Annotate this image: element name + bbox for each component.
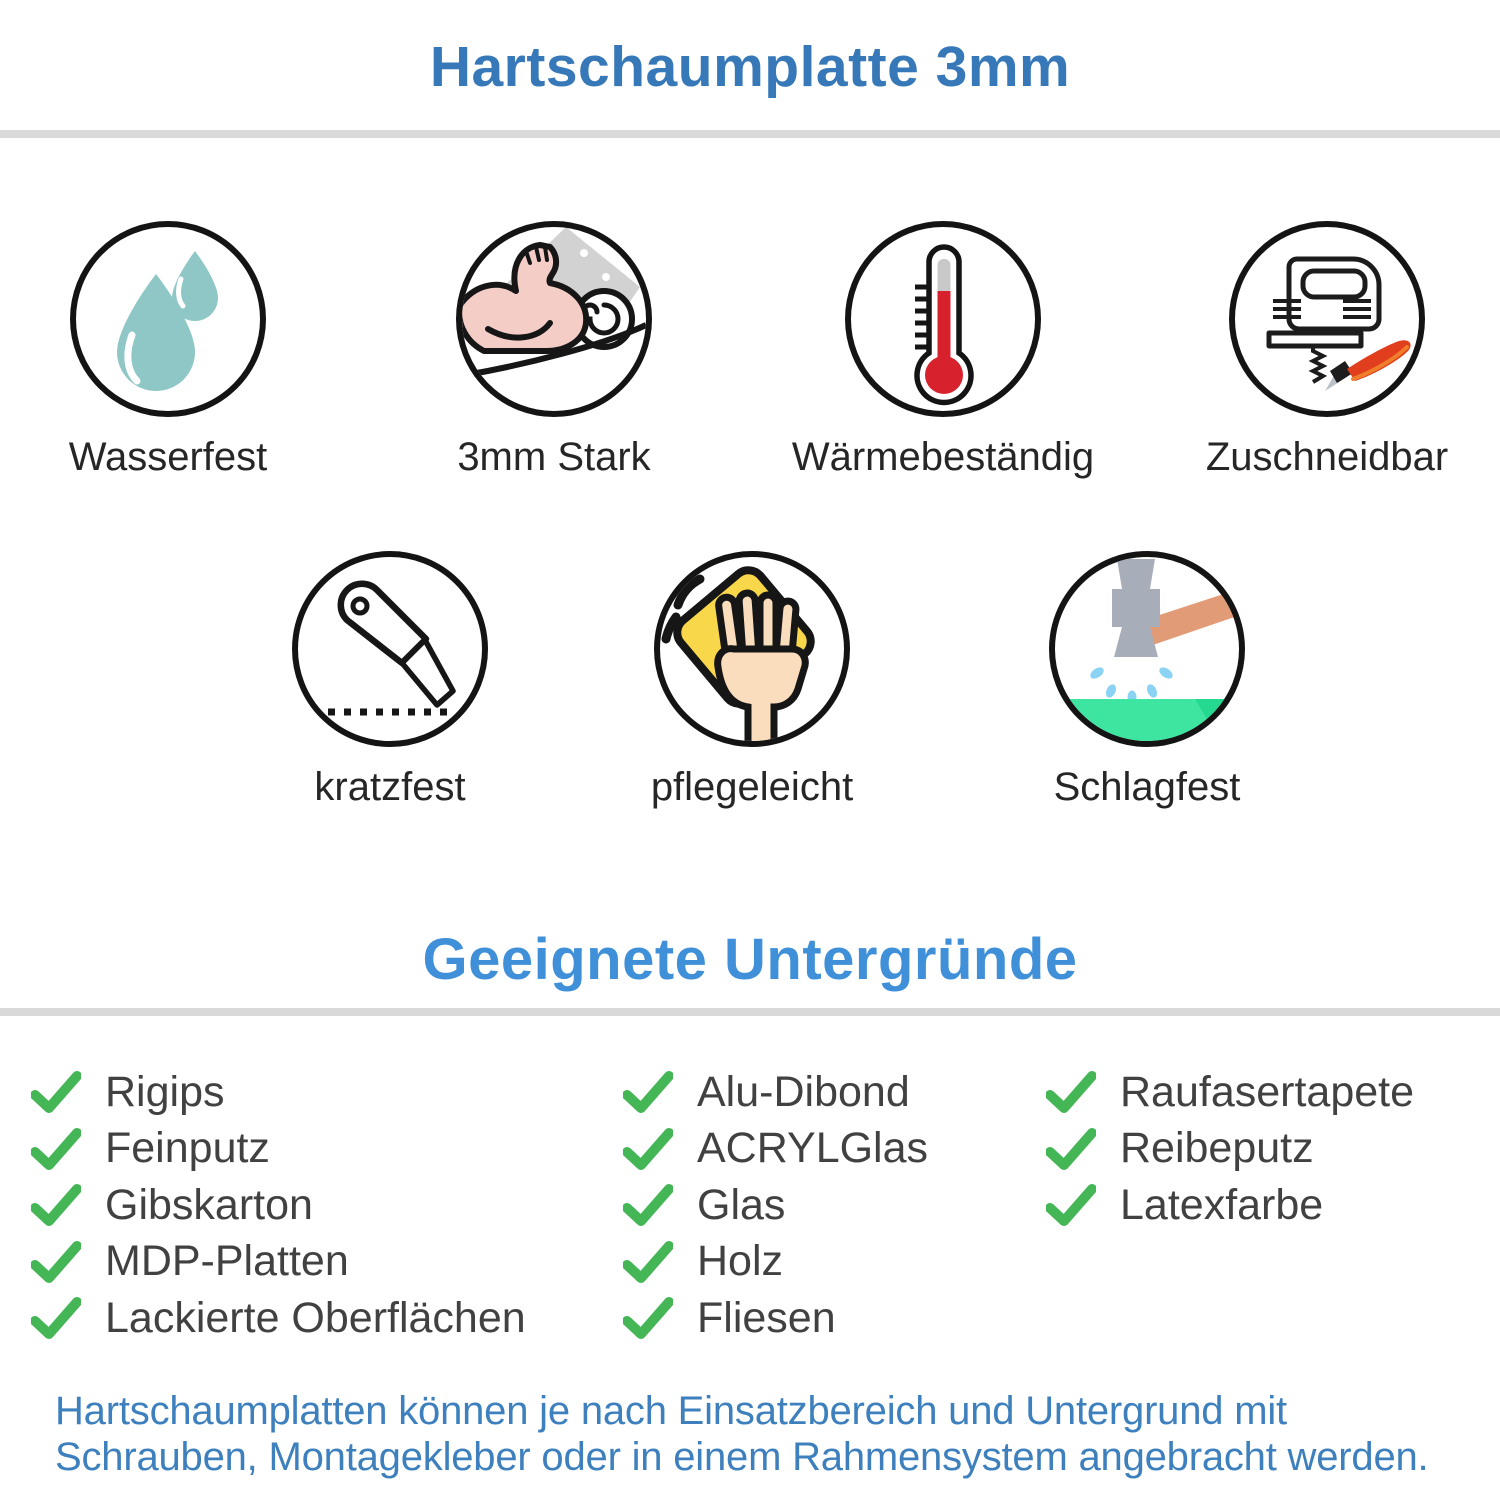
- jigsaw-cutter-icon: [1229, 221, 1425, 417]
- substrate-item: Raufasertapete: [1046, 1064, 1414, 1121]
- check-icon: [31, 1297, 81, 1340]
- substrate-label: Rigips: [105, 1067, 225, 1116]
- check-icon: [1046, 1071, 1096, 1114]
- substrate-item: MDP-Platten: [31, 1234, 526, 1291]
- substrate-item: Fliesen: [623, 1290, 928, 1347]
- check-icon: [623, 1297, 673, 1340]
- feature-pflegeleicht: pflegeleicht: [562, 549, 942, 810]
- check-icon: [623, 1071, 673, 1114]
- check-icon: [623, 1240, 673, 1283]
- feature-label: 3mm Stark: [457, 435, 651, 479]
- substrate-label: MDP-Platten: [105, 1237, 349, 1286]
- substrate-label: Reibeputz: [1120, 1124, 1314, 1173]
- footer-line-1: Hartschaumplatten können je nach Einsatz…: [55, 1389, 1287, 1433]
- substrate-label: Feinputz: [105, 1124, 270, 1173]
- water-drops-icon: [70, 221, 266, 417]
- section-title: Geeignete Untergründe: [422, 927, 1078, 992]
- check-icon: [623, 1127, 673, 1170]
- substrate-label: Latexfarbe: [1120, 1180, 1324, 1229]
- feature-kratzfest: kratzfest: [200, 549, 580, 810]
- substrate-label: Raufasertapete: [1120, 1067, 1415, 1116]
- feature-waermebestaendig: Wärmebeständig: [753, 219, 1133, 480]
- substrate-label: Lackierte Oberflächen: [105, 1293, 526, 1342]
- thermometer-icon: [845, 221, 1041, 417]
- feature-label: Wasserfest: [68, 435, 268, 479]
- feature-zuschneidbar: Zuschneidbar: [1137, 219, 1500, 480]
- check-icon: [31, 1127, 81, 1170]
- feature-label: Zuschneidbar: [1205, 435, 1449, 479]
- feature-label: Schlagfest: [1053, 765, 1241, 809]
- substrate-item: Feinputz: [31, 1121, 526, 1178]
- page-title: Hartschaumplatte 3mm: [429, 35, 1071, 99]
- substrate-item: Rigips: [31, 1064, 526, 1121]
- check-icon: [1046, 1184, 1096, 1227]
- substrate-item: Reibeputz: [1046, 1121, 1414, 1178]
- substrate-column-2: Alu-Dibond ACRYLGlas Glas Holz Fliesen: [623, 1064, 928, 1347]
- substrate-item: Latexfarbe: [1046, 1177, 1414, 1234]
- divider-middle: [0, 1008, 1500, 1016]
- substrate-label: Alu-Dibond: [697, 1067, 910, 1116]
- substrate-label: Holz: [697, 1237, 784, 1286]
- substrate-label: Gibskarton: [105, 1180, 313, 1229]
- feature-3mm-stark: 3mm Stark: [364, 219, 744, 480]
- substrate-label: Glas: [697, 1180, 786, 1229]
- check-icon: [31, 1240, 81, 1283]
- divider-top: [0, 130, 1500, 138]
- feature-schlagfest: Schlagfest: [957, 549, 1337, 810]
- substrate-label: Fliesen: [697, 1293, 836, 1342]
- substrate-label: ACRYLGlas: [697, 1124, 929, 1173]
- check-icon: [1046, 1127, 1096, 1170]
- feature-label: pflegeleicht: [650, 765, 854, 809]
- substrate-column-3: Raufasertapete Reibeputz Latexfarbe: [1046, 1064, 1414, 1234]
- substrate-item: Alu-Dibond: [623, 1064, 928, 1121]
- feature-label: kratzfest: [314, 765, 466, 809]
- footer-line-2: Schrauben, Montagekleber oder in einem R…: [55, 1435, 1429, 1479]
- check-icon: [31, 1184, 81, 1227]
- utility-knife-icon: [292, 551, 488, 747]
- substrate-item: Lackierte Oberflächen: [31, 1290, 526, 1347]
- substrate-item: Gibskarton: [31, 1177, 526, 1234]
- substrate-item: Glas: [623, 1177, 928, 1234]
- feature-label: Wärmebeständig: [791, 435, 1095, 479]
- substrate-item: ACRYLGlas: [623, 1121, 928, 1178]
- wiping-hand-icon: [654, 551, 850, 747]
- substrate-item: Holz: [623, 1234, 928, 1291]
- hammer-impact-icon: [1049, 551, 1245, 747]
- substrate-column-1: Rigips Feinputz Gibskarton MDP-Platten L…: [31, 1064, 526, 1347]
- check-icon: [623, 1184, 673, 1227]
- check-icon: [31, 1071, 81, 1114]
- footer-note: Hartschaumplatten können je nach Einsatz…: [55, 1388, 1429, 1480]
- feature-wasserfest: Wasserfest: [0, 219, 358, 480]
- muscle-arm-icon: [456, 221, 652, 417]
